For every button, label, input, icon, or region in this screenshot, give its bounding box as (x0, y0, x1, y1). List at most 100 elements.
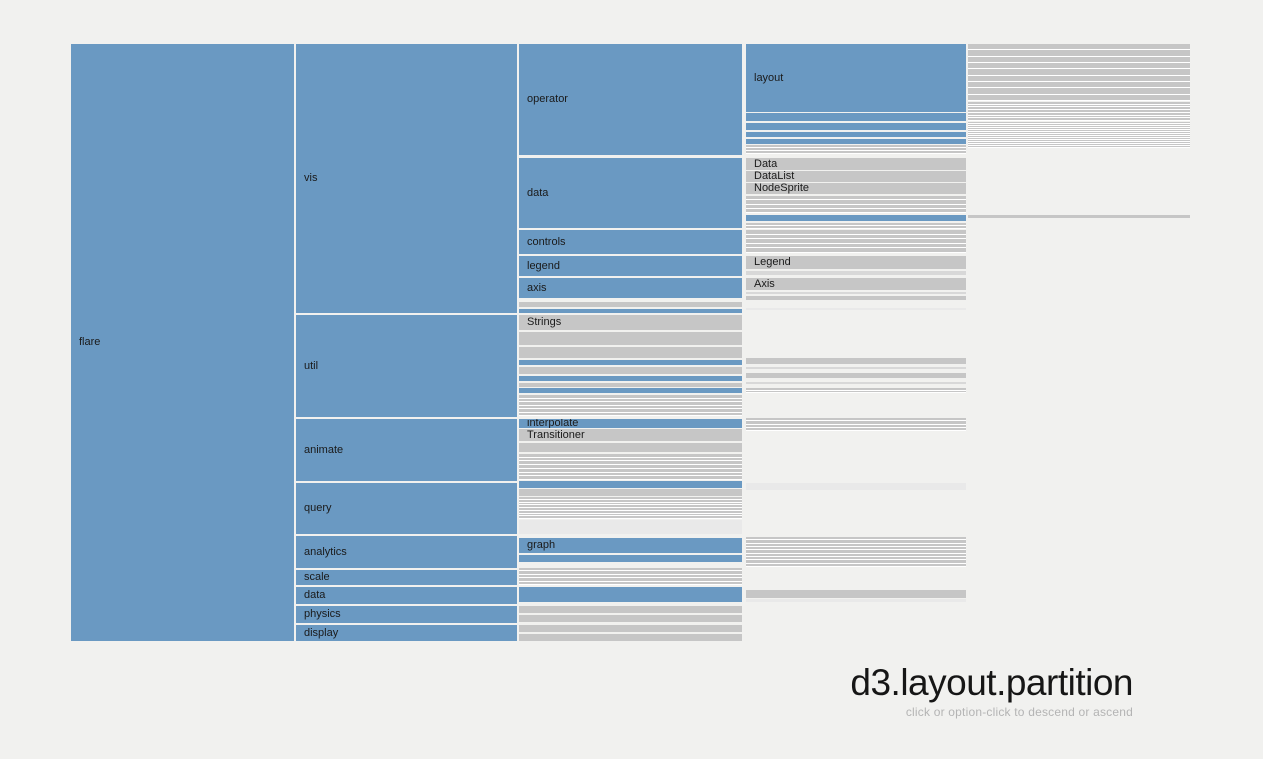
partition-node[interactable] (519, 472, 742, 476)
node-util[interactable]: util (296, 315, 517, 417)
partition-node[interactable] (968, 134, 1190, 135)
partition-node[interactable] (519, 499, 742, 502)
partition-node[interactable] (746, 358, 966, 364)
partition-node[interactable] (746, 560, 966, 563)
partition-node[interactable] (519, 454, 742, 457)
partition-node[interactable] (746, 132, 966, 137)
partition-node[interactable] (746, 145, 966, 147)
partition-node[interactable] (968, 136, 1190, 137)
partition-node[interactable] (968, 140, 1190, 141)
partition-node[interactable] (968, 107, 1190, 110)
partition-node[interactable] (746, 208, 966, 212)
partition-node[interactable] (746, 234, 966, 239)
partition-node[interactable] (519, 587, 742, 602)
partition-node[interactable] (968, 128, 1190, 129)
partition-node[interactable] (968, 124, 1190, 125)
node-strings[interactable]: Strings (519, 315, 742, 330)
partition-node[interactable] (519, 457, 742, 461)
partition-node[interactable] (746, 540, 966, 543)
node-transitioner[interactable]: Transitioner (519, 429, 742, 441)
partition-node[interactable] (968, 130, 1190, 131)
partition-node[interactable] (519, 505, 742, 507)
partition-node[interactable] (746, 296, 966, 300)
partition-node[interactable] (968, 56, 1190, 62)
node-layout[interactable]: layout (746, 44, 966, 112)
partition-node[interactable] (519, 615, 742, 622)
partition-node[interactable] (746, 292, 966, 294)
node-scale[interactable]: scale (296, 570, 517, 585)
partition-node[interactable] (746, 418, 966, 421)
partition-node[interactable] (746, 204, 966, 208)
partition-node[interactable] (746, 382, 966, 384)
partition-node[interactable] (746, 200, 966, 204)
node-legend[interactable]: legend (519, 256, 742, 276)
partition-node[interactable] (968, 112, 1190, 115)
partition-node[interactable] (519, 502, 742, 505)
partition-node[interactable] (519, 516, 742, 518)
partition-node[interactable] (519, 520, 742, 534)
partition-node[interactable] (519, 309, 742, 313)
partition-node[interactable] (519, 388, 742, 393)
partition-node[interactable] (968, 138, 1190, 139)
partition-node[interactable] (519, 461, 742, 465)
node-axis[interactable]: Axis (746, 278, 966, 290)
partition-node[interactable] (968, 144, 1190, 145)
partition-node[interactable] (746, 223, 966, 225)
partition-node[interactable] (746, 550, 966, 553)
node-interpolate[interactable]: interpolate (519, 419, 742, 428)
partition-node[interactable] (746, 139, 966, 144)
partition-node[interactable] (968, 118, 1190, 120)
partition-node[interactable] (746, 483, 966, 490)
partition-node[interactable] (968, 115, 1190, 118)
partition-node[interactable] (968, 146, 1190, 147)
partition-node[interactable] (746, 151, 966, 153)
partition-node[interactable] (746, 271, 966, 275)
partition-node[interactable] (746, 590, 966, 598)
partition-node[interactable] (746, 424, 966, 427)
node-physics[interactable]: physics (296, 606, 517, 623)
partition-node[interactable] (968, 104, 1190, 107)
partition-node[interactable] (746, 390, 966, 392)
partition-node[interactable] (968, 110, 1190, 112)
partition-node[interactable] (519, 497, 742, 499)
partition-node[interactable] (968, 69, 1190, 75)
partition-node[interactable] (968, 215, 1190, 218)
partition-node[interactable] (968, 122, 1190, 123)
partition-node[interactable] (746, 308, 966, 310)
partition-node[interactable] (968, 126, 1190, 127)
partition-node[interactable] (519, 402, 742, 405)
partition-node[interactable] (746, 557, 966, 560)
partition-node[interactable] (519, 465, 742, 468)
partition-node[interactable] (519, 555, 742, 562)
node-operator[interactable]: operator (519, 44, 742, 155)
partition-node[interactable] (746, 239, 966, 243)
partition-node[interactable] (519, 606, 742, 613)
node-data[interactable]: Data (746, 158, 966, 170)
partition-node[interactable] (519, 578, 742, 581)
partition-node[interactable] (519, 409, 742, 412)
partition-node[interactable] (968, 82, 1190, 88)
partition-node[interactable] (746, 113, 966, 121)
partition-node[interactable] (746, 421, 966, 424)
partition-node[interactable] (519, 568, 742, 571)
partition-node[interactable] (519, 513, 742, 516)
partition-node[interactable] (746, 196, 966, 200)
partition-node[interactable] (519, 376, 742, 381)
partition-node[interactable] (519, 360, 742, 365)
node-graph[interactable]: graph (519, 538, 742, 553)
partition-node[interactable] (519, 510, 742, 513)
partition-node[interactable] (519, 398, 742, 401)
partition-node[interactable] (968, 102, 1190, 104)
partition-node[interactable] (968, 94, 1190, 100)
partition-node[interactable] (519, 347, 742, 358)
node-vis[interactable]: vis (296, 44, 517, 313)
partition-node[interactable] (746, 537, 966, 540)
node-display[interactable]: display (296, 625, 517, 641)
partition-node[interactable] (968, 44, 1190, 50)
node-flare[interactable]: flare (71, 44, 294, 641)
partition-node[interactable] (746, 553, 966, 556)
partition-node[interactable] (746, 543, 966, 546)
partition-node[interactable] (968, 50, 1190, 56)
partition-node[interactable] (519, 332, 742, 345)
partition-node[interactable] (519, 581, 742, 584)
